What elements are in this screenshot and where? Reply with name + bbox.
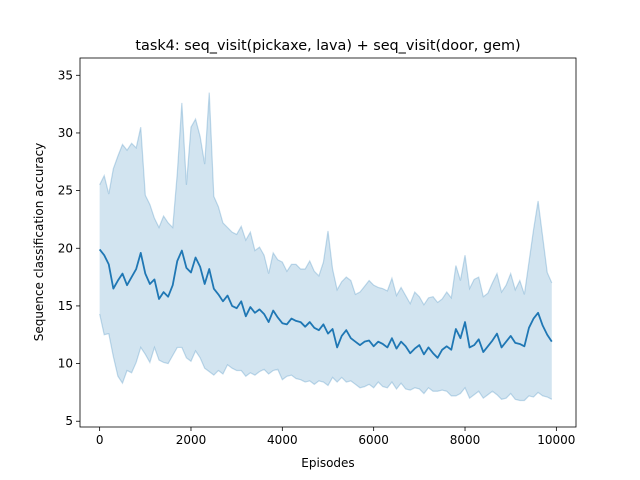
y-tick-label: 20 (58, 241, 73, 255)
axes-frame (79, 57, 577, 428)
y-tick-label: 25 (58, 184, 73, 198)
x-tick-label: 0 (96, 433, 104, 447)
plot-area (98, 92, 553, 402)
x-tick-label: 4000 (267, 433, 298, 447)
y-tick-label: 10 (58, 357, 73, 371)
x-tick-label: 6000 (358, 433, 389, 447)
chart-title: task4: seq_visit(pickaxe, lava) + seq_vi… (135, 38, 520, 54)
axes: 0 2000 4000 6000 8000 10000 5 10 15 20 25 30 35 (58, 57, 577, 447)
confidence-band (99, 92, 552, 401)
x-tick-label: 8000 (450, 433, 481, 447)
x-tick-label: 2000 (176, 433, 207, 447)
lower-bound-line (99, 313, 553, 402)
y-tick-label: 30 (58, 126, 73, 140)
upper-bound-line (99, 92, 553, 306)
x-tick-label: 10000 (537, 433, 575, 447)
y-tick-label: 5 (65, 414, 73, 428)
y-tick-label: 35 (58, 68, 73, 82)
x-axis-label: Episodes (301, 456, 354, 470)
y-tick-label: 15 (58, 299, 73, 313)
y-axis-label: Sequence classification accuracy (32, 143, 46, 342)
mean-line (98, 248, 553, 359)
